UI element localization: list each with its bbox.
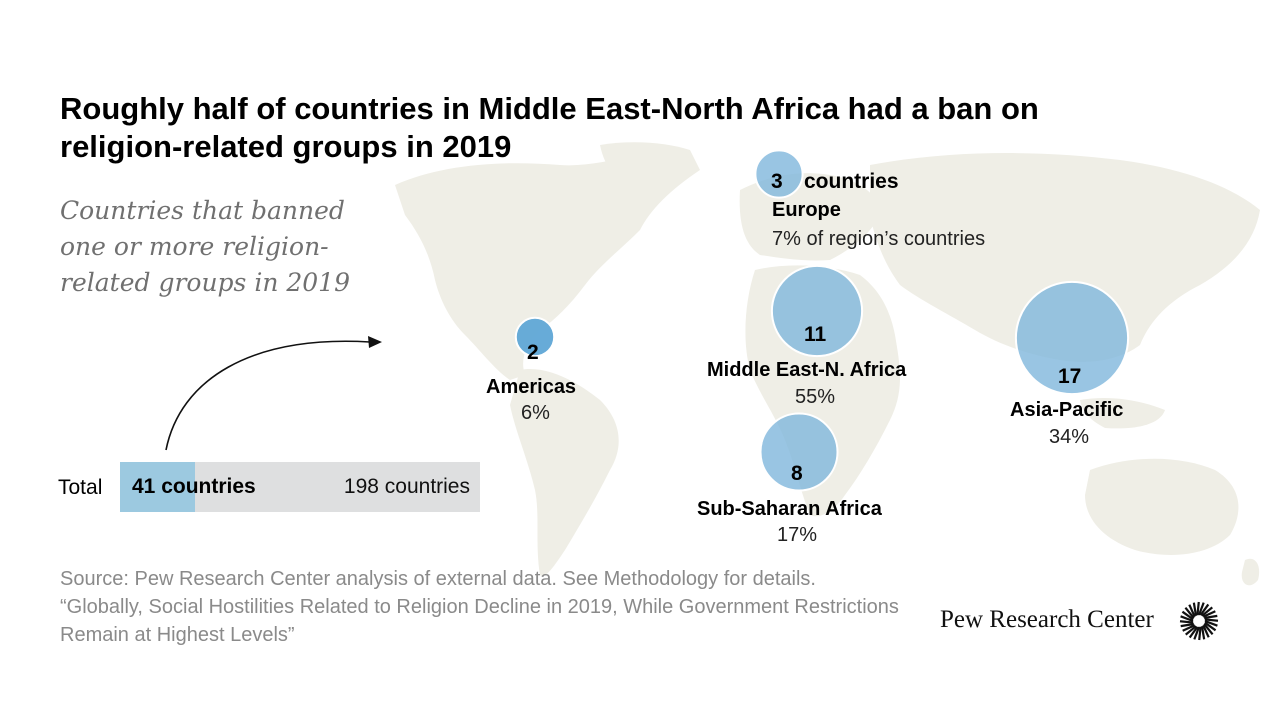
asia-shape: [870, 153, 1260, 362]
logo-ray: [1180, 615, 1194, 623]
mena-pct: 55%: [795, 386, 836, 408]
ssa-pct: 17%: [777, 524, 818, 546]
asia-bubble: [1014, 280, 1130, 396]
europe-pct: 7% of region’s countries: [772, 228, 986, 250]
se-asia-islands-shape: [1080, 398, 1165, 429]
total-bar-fill: [120, 462, 195, 512]
total-bar: 41 countries 198 countries: [120, 462, 480, 512]
ssa-count: 8: [791, 462, 803, 485]
americas-bubble: [514, 316, 556, 358]
north-america-shape: [395, 150, 700, 380]
logo-ray: [1185, 625, 1197, 636]
logo-ray: [1179, 620, 1194, 624]
asia-name: Asia-Pacific: [1010, 399, 1124, 421]
logo-ray: [1204, 619, 1218, 627]
chart-title: Roughly half of countries in Middle East…: [60, 91, 1039, 164]
ssa-bubble: [759, 412, 839, 492]
europe-count-suffix: countries: [804, 170, 899, 193]
logo-ray: [1201, 606, 1213, 617]
logo-ray: [1182, 624, 1196, 632]
ssa-name: Sub-Saharan Africa: [697, 498, 882, 520]
asia-count: 17: [1058, 365, 1082, 388]
pew-logo-text: Pew Research Center: [940, 606, 1154, 633]
asia-pct: 34%: [1049, 426, 1090, 448]
logo-ray: [1192, 602, 1198, 616]
mena-count: 11: [804, 323, 827, 346]
logo-ray: [1204, 614, 1218, 620]
total-all-label: 198 countries: [343, 475, 470, 498]
logo-ray: [1199, 603, 1210, 616]
new-zealand-shape: [1241, 558, 1260, 586]
source-note: Source: Pew Research Center analysis of …: [60, 565, 940, 649]
logo-ray: [1202, 624, 1210, 638]
source-text: Source: Pew Research Center analysis of …: [60, 568, 816, 590]
europe-bubble: [754, 149, 804, 199]
logo-ray: [1188, 626, 1199, 639]
logo-ray: [1181, 610, 1194, 621]
report-title: “Globally, Social Hostilities Related to…: [60, 596, 899, 646]
europe-count: 3: [771, 170, 783, 193]
logo-ray: [1188, 604, 1196, 618]
europe-name: Europe: [772, 199, 841, 221]
south-america-shape: [510, 369, 619, 576]
greenland-shape: [600, 142, 690, 190]
total-label: Total: [58, 476, 103, 499]
logo-ray: [1198, 626, 1202, 641]
logo-ray: [1204, 618, 1219, 622]
logo-ray: [1204, 621, 1217, 632]
logo-ray: [1203, 623, 1214, 635]
americas-name: Americas: [486, 376, 577, 398]
total-banned-label: 41 countries: [132, 475, 256, 498]
logo-ray: [1184, 607, 1195, 619]
logo-ray: [1202, 610, 1216, 618]
mena-bubble: [770, 264, 864, 358]
americas-pct: 6%: [521, 402, 550, 424]
logo-ray: [1193, 626, 1201, 640]
chart-subtitle: Countries that banned one or more religi…: [60, 196, 350, 297]
pew-logo-icon: [1179, 601, 1219, 641]
logo-ray: [1180, 622, 1194, 628]
mena-name: Middle East-N. Africa: [707, 359, 907, 381]
logo-ray: [1200, 626, 1206, 640]
logo-ray: [1196, 601, 1200, 616]
logo-ray: [1197, 602, 1205, 616]
australia-shape: [1085, 458, 1239, 555]
americas-count: 2: [527, 341, 539, 364]
